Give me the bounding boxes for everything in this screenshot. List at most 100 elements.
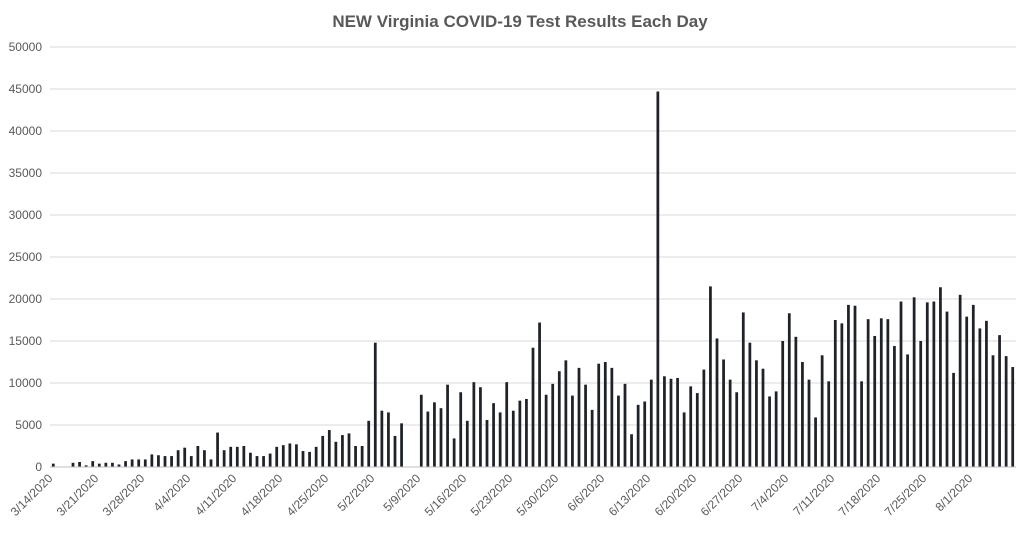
- bar: [991, 355, 995, 467]
- bar: [623, 383, 627, 467]
- x-tick-label: 6/27/2020: [698, 471, 746, 519]
- bar: [393, 435, 397, 467]
- bar: [695, 393, 699, 467]
- x-tick-label: 7/11/2020: [790, 471, 837, 518]
- bar: [544, 394, 548, 467]
- bar: [840, 323, 844, 467]
- x-tick-label: 7/18/2020: [836, 471, 884, 519]
- x-tick-label: 7/4/2020: [748, 471, 791, 514]
- x-tick-label: 5/9/2020: [380, 471, 423, 514]
- bar: [97, 463, 101, 467]
- bar: [906, 354, 909, 467]
- y-tick-label: 35000: [9, 166, 43, 180]
- bar: [590, 409, 594, 467]
- bar: [525, 398, 528, 467]
- x-tick-label: 3/28/2020: [100, 471, 148, 519]
- bar: [741, 312, 745, 467]
- bar: [262, 456, 265, 467]
- bar: [111, 462, 114, 467]
- bar: [222, 450, 226, 467]
- bar: [380, 410, 384, 467]
- bar: [209, 459, 213, 467]
- y-tick-label: 30000: [9, 208, 43, 222]
- x-tick-label: 7/25/2020: [882, 471, 930, 519]
- bar: [150, 454, 154, 467]
- bar: [321, 435, 325, 467]
- bar: [794, 336, 798, 467]
- bar: [341, 435, 344, 467]
- bar: [866, 319, 870, 467]
- bar: [71, 462, 75, 467]
- bar: [91, 461, 95, 467]
- bar: [939, 287, 942, 467]
- bar: [84, 465, 88, 467]
- bar: [643, 401, 647, 467]
- bar: [781, 341, 785, 467]
- bar: [196, 446, 200, 467]
- bar: [130, 459, 134, 467]
- bar: [203, 450, 206, 467]
- bar: [354, 446, 357, 467]
- bar: [143, 459, 147, 467]
- bar: [873, 335, 877, 467]
- bar: [557, 371, 561, 467]
- bar: [722, 359, 725, 467]
- bar: [985, 320, 988, 467]
- bar: [899, 301, 903, 467]
- y-tick-label: 0: [35, 460, 42, 474]
- bar: [893, 346, 896, 467]
- bar: [387, 412, 390, 467]
- bar: [137, 459, 141, 467]
- x-tick-label: 4/4/2020: [150, 471, 193, 514]
- bar: [531, 347, 535, 467]
- bar: [998, 335, 1001, 467]
- bar: [932, 301, 936, 467]
- bar: [617, 395, 620, 467]
- y-tick-label: 15000: [9, 334, 43, 348]
- bar: [925, 302, 929, 467]
- bar: [360, 446, 364, 467]
- bar: [334, 441, 338, 467]
- x-tick-label: 5/23/2020: [468, 471, 516, 519]
- bar: [157, 455, 160, 467]
- bar: [308, 451, 311, 467]
- bar: [636, 404, 640, 467]
- bar: [958, 294, 962, 467]
- bar: [163, 456, 167, 467]
- bar: [551, 383, 555, 467]
- bar: [768, 396, 771, 467]
- x-tick-label: 3/21/2020: [54, 471, 102, 519]
- bar: [426, 411, 430, 467]
- bar: [459, 392, 463, 467]
- bar: [1004, 356, 1008, 467]
- x-tick-label: 4/18/2020: [238, 471, 286, 519]
- bar: [971, 304, 975, 467]
- y-tick-label: 10000: [9, 376, 43, 390]
- x-tick-label: 3/14/2020: [8, 471, 56, 519]
- bar: [748, 342, 752, 467]
- bar: [676, 377, 679, 467]
- x-tick-label: 4/11/2020: [192, 471, 239, 518]
- bar: [649, 379, 653, 467]
- bar: [879, 318, 883, 467]
- bar: [761, 368, 765, 467]
- bar: [715, 338, 719, 467]
- x-tick-label: 5/16/2020: [422, 471, 470, 519]
- bar: [912, 297, 916, 467]
- y-tick-label: 45000: [9, 82, 43, 96]
- bar: [682, 412, 686, 467]
- bar: [301, 451, 305, 467]
- x-tick-label: 5/2/2020: [334, 471, 377, 514]
- bar: [216, 432, 219, 467]
- bar: [104, 462, 108, 467]
- bar: [485, 419, 489, 467]
- bar: [978, 328, 982, 467]
- bar: [373, 342, 377, 467]
- bar: [479, 387, 482, 467]
- bar: [400, 423, 403, 467]
- bar: [728, 379, 732, 467]
- gridlines: [50, 46, 1016, 426]
- bar: [853, 305, 857, 467]
- bars: [51, 91, 1015, 468]
- bar: [281, 445, 285, 467]
